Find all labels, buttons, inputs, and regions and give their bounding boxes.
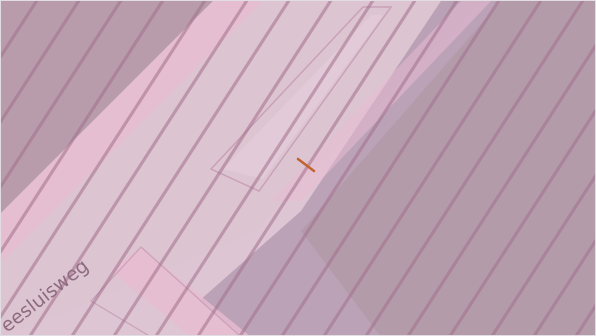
hatch-line bbox=[490, 173, 595, 335]
pink-strip-top bbox=[271, 1, 491, 201]
hatch-line bbox=[532, 238, 595, 335]
parcel-right bbox=[301, 1, 595, 335]
hatch-line bbox=[238, 1, 459, 335]
hatch-line bbox=[1, 1, 207, 319]
hatch-line bbox=[1, 1, 81, 124]
pencil-marker-icon[interactable] bbox=[296, 157, 316, 173]
hatch-line bbox=[70, 1, 291, 335]
building-outline bbox=[209, 6, 393, 192]
hatch-line bbox=[280, 1, 501, 335]
hatch-line bbox=[1, 1, 39, 59]
hatch-line bbox=[112, 1, 333, 335]
hatch-line bbox=[364, 1, 585, 335]
building-outline-inner bbox=[223, 15, 383, 179]
hatch-line bbox=[154, 1, 375, 335]
hatch-line bbox=[196, 1, 417, 335]
hatch-line bbox=[28, 1, 249, 335]
hatch-line bbox=[1, 1, 123, 189]
hatch-line bbox=[448, 108, 595, 335]
hatch-line bbox=[322, 1, 543, 335]
hatch-line bbox=[1, 1, 165, 254]
plot-outline-lower bbox=[90, 246, 240, 335]
hatch-line bbox=[406, 43, 595, 335]
